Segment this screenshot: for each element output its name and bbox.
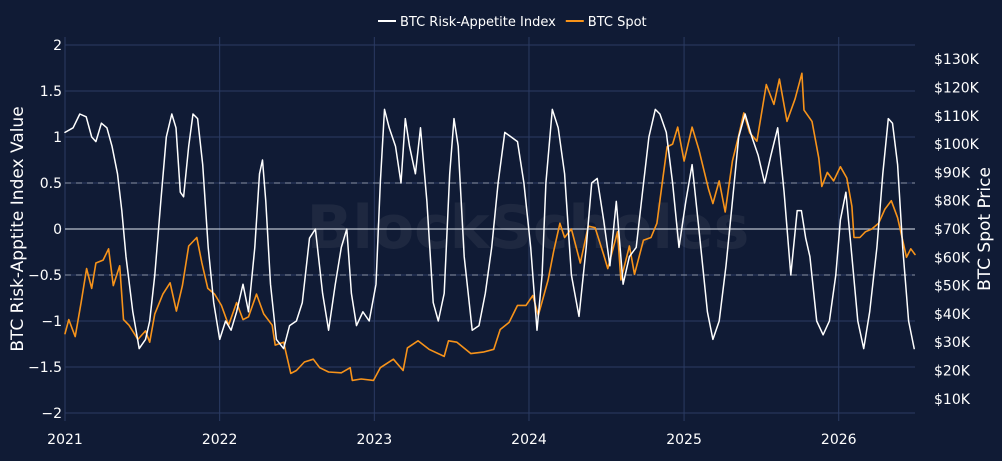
legend-label: BTC Spot <box>588 15 647 30</box>
x-tick-label: 2023 <box>357 432 393 448</box>
right-y-axis-ticks: $130K $120K $110K $100K $90K $80K $70K $60K $50K… <box>934 52 980 408</box>
left-y-axis-title: BTC Risk-Apptite Index Value <box>8 106 28 351</box>
x-tick-label: 2024 <box>511 432 547 448</box>
left-y-tick-label: 2 <box>53 38 62 54</box>
right-y-tick-label: $70K <box>934 222 971 238</box>
left-y-tick-label: 1 <box>53 130 62 146</box>
legend-label: BTC Risk-Appetite Index <box>400 15 556 30</box>
right-y-axis-title: BTC Spot Price <box>975 167 995 291</box>
series-layer <box>64 72 916 382</box>
left-y-tick-label: 1.5 <box>40 84 62 100</box>
right-y-tick-label: $10K <box>934 392 971 408</box>
right-y-tick-label: $20K <box>934 364 971 380</box>
left-y-tick-label: −1.5 <box>28 360 62 376</box>
right-y-tick-label: $120K <box>934 80 980 96</box>
left-y-tick-label: −2 <box>41 406 62 422</box>
left-y-tick-label: 0.5 <box>40 176 62 192</box>
right-y-tick-label: $40K <box>934 307 971 323</box>
right-y-tick-label: $80K <box>934 194 971 210</box>
right-y-tick-label: $130K <box>934 52 980 68</box>
right-y-tick-label: $50K <box>934 279 971 295</box>
risk-appetite-index-line <box>64 108 915 350</box>
x-tick-label: 2022 <box>202 432 238 448</box>
legend: BTC Risk-Appetite Index BTC Spot <box>378 15 647 30</box>
right-y-tick-label: $60K <box>934 250 971 266</box>
left-y-axis-ticks: 2 1.5 1 0.5 0 −0.5 −1 −1.5 −2 <box>28 38 62 422</box>
horizontal-grid <box>65 44 915 414</box>
right-y-tick-label: $90K <box>934 165 971 181</box>
x-tick-label: 2021 <box>47 432 83 448</box>
right-y-tick-label: $30K <box>934 335 971 351</box>
left-y-tick-label: −1 <box>41 314 62 330</box>
x-tick-label: 2026 <box>821 432 857 448</box>
left-y-tick-label: −0.5 <box>28 268 62 284</box>
left-y-tick-label: 0 <box>53 222 62 238</box>
right-y-tick-label: $110K <box>934 109 980 125</box>
right-y-tick-label: $100K <box>934 137 980 153</box>
btc-spot-line <box>64 72 916 382</box>
x-axis-ticks: 2021 2022 2023 2024 2025 2026 <box>47 432 856 448</box>
x-tick-label: 2025 <box>666 432 702 448</box>
